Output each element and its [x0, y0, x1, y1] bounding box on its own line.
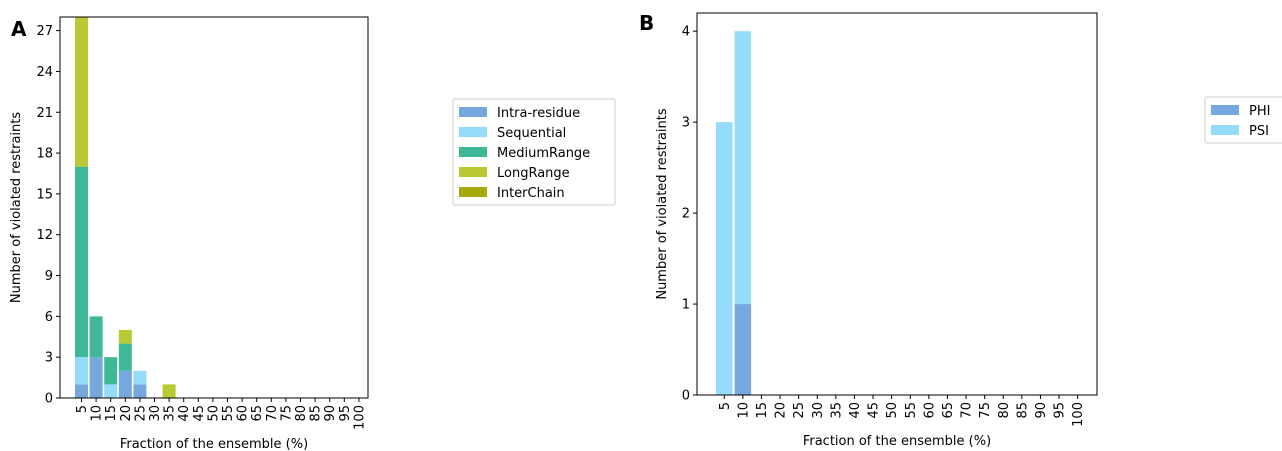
x-tick-label: 95 [1053, 402, 1068, 419]
x-tick-label: 80 [294, 405, 309, 422]
y-tick-label: 24 [36, 65, 53, 80]
x-tick-label: 10 [736, 402, 751, 419]
x-tick-label: 45 [867, 402, 882, 419]
bar-phi-10 [734, 304, 752, 395]
bar-mediumrange-15 [104, 357, 118, 385]
x-axis-label: Fraction of the ensemble (%) [120, 437, 308, 451]
x-tick-label: 40 [177, 405, 192, 422]
bar-mediumrange-20 [118, 343, 132, 371]
y-tick-label: 15 [36, 187, 53, 202]
y-axis-label: Number of violated restraints [655, 108, 670, 300]
plot-frame [696, 12, 1098, 396]
y-tick-label: 18 [36, 147, 53, 162]
legend-swatch-interchain [459, 187, 487, 197]
legend-label-longrange: LongRange [497, 166, 570, 181]
x-tick-label: 90 [1034, 402, 1049, 419]
x-tick-label: 5 [75, 405, 90, 413]
x-tick-label: 80 [997, 402, 1012, 419]
x-tick-label: 70 [960, 402, 975, 419]
plot-frame [59, 16, 369, 399]
x-tick-label: 30 [148, 405, 163, 422]
y-tick-label: 6 [45, 310, 53, 325]
bar-mediumrange-5 [75, 166, 88, 358]
bar-intra-residue-5 [75, 384, 88, 398]
bar-psi-10 [734, 31, 752, 305]
bar-mediumrange-10 [89, 316, 103, 358]
x-tick-label: 85 [1015, 402, 1030, 419]
legend-label-intra-residue: Intra-residue [497, 106, 580, 121]
x-tick-label: 65 [250, 405, 265, 422]
x-tick-label: 95 [338, 405, 353, 422]
y-tick-label: 0 [682, 389, 690, 404]
y-tick-label: 2 [682, 207, 690, 222]
legend-label-mediumrange: MediumRange [497, 146, 590, 161]
legend-label-psi: PSI [1249, 124, 1269, 139]
panel-label: B [639, 11, 654, 35]
bar-intra-residue-20 [118, 370, 132, 398]
x-tick-label: 90 [323, 405, 338, 422]
x-tick-label: 15 [755, 402, 770, 419]
x-tick-label: 20 [119, 405, 134, 422]
y-tick-label: 9 [45, 269, 53, 284]
y-tick-label: 27 [36, 24, 53, 39]
bar-psi-5 [716, 122, 733, 396]
x-tick-label: 60 [922, 402, 937, 419]
legend-box [452, 98, 616, 206]
x-tick-label: 65 [941, 402, 956, 419]
x-tick-label: 25 [133, 405, 148, 422]
x-tick-label: 10 [90, 405, 105, 422]
bar-sequential-15 [104, 384, 118, 398]
x-tick-label: 25 [792, 402, 807, 419]
bar-sequential-5 [75, 357, 88, 385]
x-tick-label: 75 [279, 405, 294, 422]
x-tick-label: 55 [904, 402, 919, 419]
x-axis-label: Fraction of the ensemble (%) [803, 434, 991, 449]
y-tick-label: 3 [45, 351, 53, 366]
x-tick-label: 5 [718, 402, 733, 410]
legend-swatch-longrange [459, 167, 487, 177]
legend-swatch-sequential [459, 127, 487, 137]
x-tick-label: 35 [163, 405, 178, 422]
y-tick-label: 3 [682, 116, 690, 131]
x-tick-label: 60 [236, 405, 251, 422]
x-tick-label: 50 [206, 405, 221, 422]
legend-label-sequential: Sequential [497, 126, 566, 141]
legend-swatch-intra-residue [459, 107, 487, 117]
x-tick-label: 15 [104, 405, 119, 422]
x-tick-label: 100 [1071, 402, 1086, 427]
y-tick-label: 0 [45, 392, 53, 407]
x-tick-label: 70 [265, 405, 280, 422]
legend-swatch-mediumrange [459, 147, 487, 157]
panel-label: A [11, 17, 27, 41]
y-axis-label: Number of violated restraints [9, 112, 24, 304]
x-tick-label: 55 [221, 405, 236, 422]
y-tick-label: 12 [36, 228, 53, 243]
x-tick-label: 85 [309, 405, 324, 422]
x-tick-label: 40 [848, 402, 863, 419]
bar-intra-residue-25 [133, 384, 147, 398]
x-tick-label: 30 [811, 402, 826, 419]
x-tick-label: 100 [352, 405, 367, 430]
y-tick-label: 4 [682, 25, 690, 40]
bar-intra-residue-10 [89, 357, 103, 398]
legend-swatch-psi [1211, 125, 1239, 135]
y-tick-label: 1 [682, 298, 690, 313]
x-tick-label: 50 [885, 402, 900, 419]
bar-longrange-5 [75, 17, 88, 167]
legend-label-interchain: InterChain [497, 186, 565, 201]
bar-longrange-20 [118, 329, 132, 344]
x-tick-label: 35 [829, 402, 844, 419]
bar-longrange-35 [162, 384, 176, 398]
bar-sequential-25 [133, 370, 147, 385]
legend-label-phi: PHI [1249, 104, 1270, 119]
legend-swatch-phi [1211, 105, 1239, 115]
x-tick-label: 20 [774, 402, 789, 419]
x-tick-label: 45 [192, 405, 207, 422]
x-tick-label: 75 [978, 402, 993, 419]
y-tick-label: 21 [36, 106, 53, 121]
